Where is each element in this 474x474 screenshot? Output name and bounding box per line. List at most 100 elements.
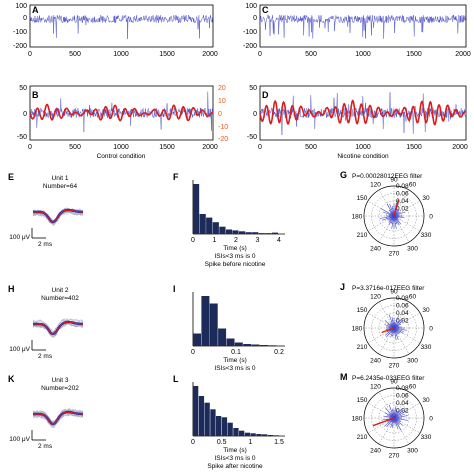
- hist-xtick: 0: [191, 349, 195, 356]
- xtick-c-1: 500: [305, 51, 317, 58]
- caption-b: Control condition: [97, 153, 146, 160]
- panel-label-c: C: [262, 5, 269, 15]
- spike-overlay-line: [32, 413, 84, 429]
- hist-bar: [234, 342, 243, 346]
- polar-spoke: [393, 215, 421, 232]
- axes-a: [29, 4, 214, 48]
- xtick-c-4: 2000: [455, 51, 471, 58]
- polar-spoke: [367, 417, 395, 434]
- polar-histogram-spoke: [384, 320, 395, 329]
- scale-label-time: 2 ms: [38, 241, 53, 248]
- hist-xlabel: Time (s): [223, 357, 247, 364]
- polar-ring-label: 0.04: [396, 400, 409, 407]
- polar-ring-label: 0.06: [396, 303, 409, 310]
- hist-xtick: 4: [277, 237, 281, 244]
- hist-bar: [219, 226, 226, 234]
- xtick-b-3: 1500: [159, 144, 175, 151]
- ytick-b-r4: -20: [218, 136, 228, 143]
- polar-histogram-spoke: [393, 215, 405, 219]
- hist-xtick: 1: [213, 237, 217, 244]
- xtick-d-4: 2000: [452, 144, 468, 151]
- trace-a-line: [29, 14, 214, 39]
- polar-angle-label: 150: [357, 307, 368, 314]
- hist-bar: [271, 232, 279, 234]
- ytick-c-0: 100: [245, 3, 257, 10]
- raw-b-line: [29, 91, 214, 133]
- polar-spoke: [393, 301, 410, 329]
- xtick-b-4: 2000: [202, 144, 218, 151]
- ytick-d-l0: 50: [249, 85, 257, 92]
- hist-bar: [199, 214, 206, 234]
- polar-histogram-spoke: [393, 405, 397, 419]
- scale-label-time: 2 ms: [38, 353, 53, 360]
- spike-overlay-line: [32, 413, 84, 427]
- polar-spoke: [378, 301, 395, 329]
- polar-angle-label: 300: [407, 448, 418, 455]
- polar-angle-label: 270: [389, 453, 400, 460]
- polar-histogram-spoke: [393, 417, 399, 430]
- hist-bar: [216, 416, 222, 436]
- polar-angle-label: 240: [370, 448, 381, 455]
- panel-label-h: H: [8, 284, 15, 294]
- polar-spoke: [393, 417, 421, 434]
- hist-bar: [226, 338, 235, 346]
- ytick-b-l0: 50: [19, 85, 27, 92]
- polar-histogram-spoke: [393, 327, 397, 341]
- xtick-d-0: 0: [258, 144, 262, 151]
- ytick-a-3: -200: [13, 43, 27, 50]
- polar-angle-label: 330: [421, 344, 432, 351]
- polar-angle-label: 60: [409, 182, 417, 189]
- spike-overlay-line: [32, 408, 84, 423]
- polar-histogram-spoke: [383, 415, 395, 419]
- polar-angle-label: 150: [357, 195, 368, 202]
- hist-bar: [193, 333, 201, 346]
- polar-ring-label: 0.04: [396, 310, 409, 317]
- xtick-d-2: 1000: [355, 144, 371, 151]
- polar-angle-label: 30: [422, 307, 430, 314]
- hist-bar: [233, 428, 239, 436]
- unit-count: Number=202: [41, 385, 79, 392]
- polar-angle-label: 180: [352, 326, 363, 333]
- polar-ring-label: 0.04: [396, 198, 409, 205]
- polar-angle-label: 210: [357, 344, 368, 351]
- unit-name: Unit 1: [52, 175, 69, 182]
- ytick-c-2: -100: [243, 29, 257, 36]
- xtick-b-2: 1000: [113, 144, 129, 151]
- polar-histogram-spoke: [388, 404, 395, 419]
- polar-angle-label: 120: [370, 384, 381, 391]
- polar-histogram-spoke: [385, 327, 395, 338]
- xtick-a-4: 2000: [202, 51, 218, 58]
- polar-histogram-spoke: [393, 417, 404, 427]
- polar-histogram-spoke: [393, 319, 404, 329]
- hist-bar: [225, 229, 233, 234]
- unit-name: Unit 2: [52, 287, 69, 294]
- xtick-c-3: 1500: [406, 51, 422, 58]
- polar-angle-label: 300: [407, 246, 418, 253]
- panel-label-i: I: [173, 284, 176, 294]
- panel-d: D 50 0 -50 0 500 1000 1500 2000 Nicotine…: [247, 85, 468, 160]
- panel-label-k: K: [8, 374, 15, 384]
- polar-histogram-spoke: [385, 407, 395, 419]
- polar-histogram-spoke: [386, 417, 395, 428]
- hist-bar: [244, 432, 251, 436]
- hist-xtick: 0: [191, 439, 195, 446]
- polar-angle-label: 30: [422, 195, 430, 202]
- hist-bar: [252, 232, 259, 234]
- hist-bar: [239, 430, 245, 436]
- polar-spoke: [378, 327, 395, 355]
- ytick-a-1: 0: [23, 15, 27, 22]
- polar-outer-ring: [363, 387, 425, 449]
- polar-histogram-spoke: [386, 203, 395, 217]
- polar-angle-label: 330: [421, 232, 432, 239]
- polar-angle-label: 90: [390, 177, 398, 184]
- polar-spoke: [393, 200, 421, 217]
- hist-bar: [256, 434, 262, 436]
- filtered-b-line: [29, 103, 214, 122]
- polar-spoke: [393, 327, 421, 344]
- hist-bar: [243, 344, 252, 346]
- polar-title: P=6.2435e-033EEG filter: [352, 375, 425, 382]
- polar-angle-label: 210: [357, 232, 368, 239]
- polar-spoke: [367, 200, 395, 217]
